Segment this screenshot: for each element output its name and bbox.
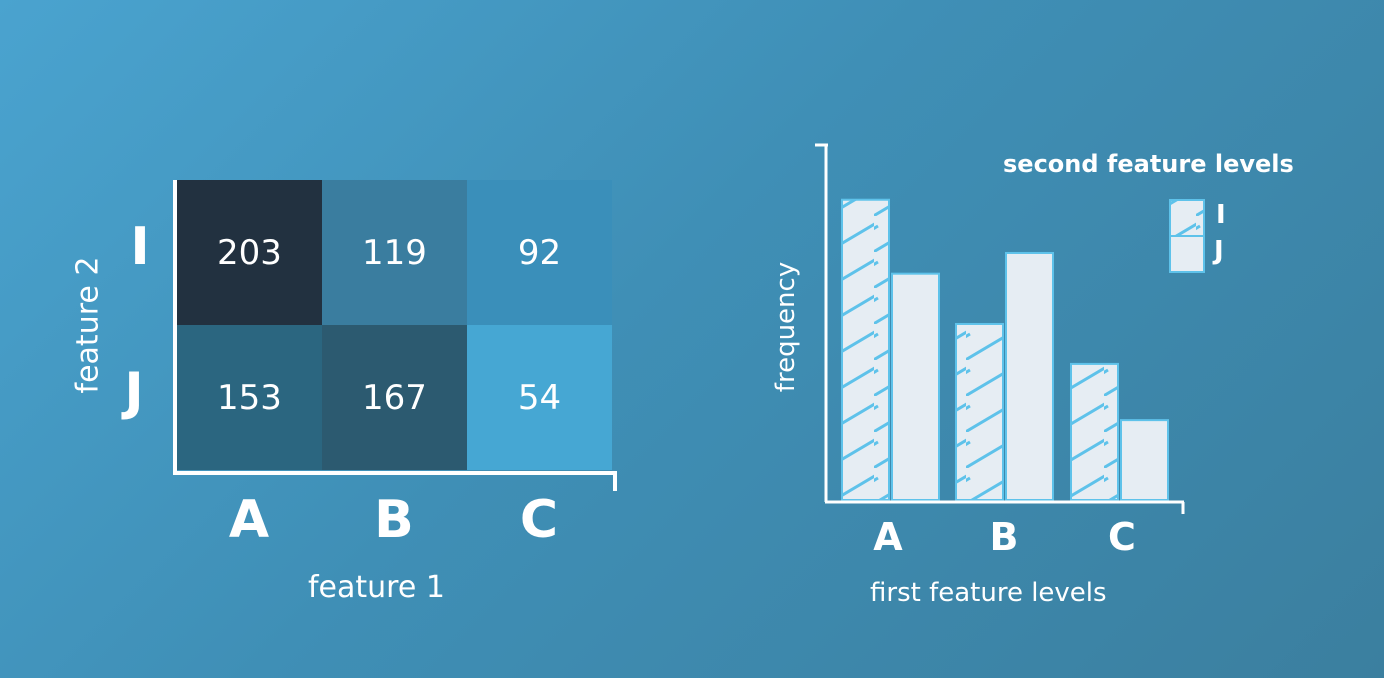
bar-hatch-B-I xyxy=(956,323,1003,500)
heatmap-x-tick-A: A xyxy=(228,490,270,550)
legend-title: second feature levels xyxy=(1003,150,1294,178)
legend-swatch-J xyxy=(1169,235,1205,273)
bar-y-label: frequency xyxy=(771,261,801,393)
heatmap-x-label: feature 1 xyxy=(308,570,445,605)
heatmap-x-axis xyxy=(173,471,617,475)
heatmap-cell-I-A: 203 xyxy=(177,180,322,325)
bar-x-label: first feature levels xyxy=(870,578,1107,608)
bar-x-tick-C: C xyxy=(1108,515,1136,559)
legend-swatch-I-hatch xyxy=(1170,200,1204,236)
heatmap-cell-J-C: 54 xyxy=(467,325,612,470)
heatmap-cell-J-B: 167 xyxy=(322,325,467,470)
bar-hatch-A-I xyxy=(842,199,889,500)
heatmap-y-tick-I: I xyxy=(130,217,150,277)
bar-x-tick-B: B xyxy=(989,515,1019,559)
heatmap-cell-J-A: 153 xyxy=(177,325,322,470)
bar-hatch-C-I xyxy=(1071,363,1118,500)
heatmap-y-tick-J: J xyxy=(124,362,144,422)
bar-x-tick-A: A xyxy=(873,515,903,559)
heatmap-x-tick-C: C xyxy=(519,490,559,550)
heatmap-y-axis xyxy=(173,180,177,474)
bar-A-J xyxy=(891,272,940,501)
legend-label-J: J xyxy=(1214,236,1224,266)
heatmap-cell-I-C: 92 xyxy=(467,180,612,325)
legend-label-I: I xyxy=(1216,200,1226,230)
bar-B-J xyxy=(1005,251,1054,501)
heatmap-cell-I-B: 119 xyxy=(322,180,467,325)
heatmap-x-tick-B: B xyxy=(374,490,414,550)
heatmap-x-axis-end-tick xyxy=(613,471,617,491)
bar-C-J xyxy=(1120,419,1169,501)
